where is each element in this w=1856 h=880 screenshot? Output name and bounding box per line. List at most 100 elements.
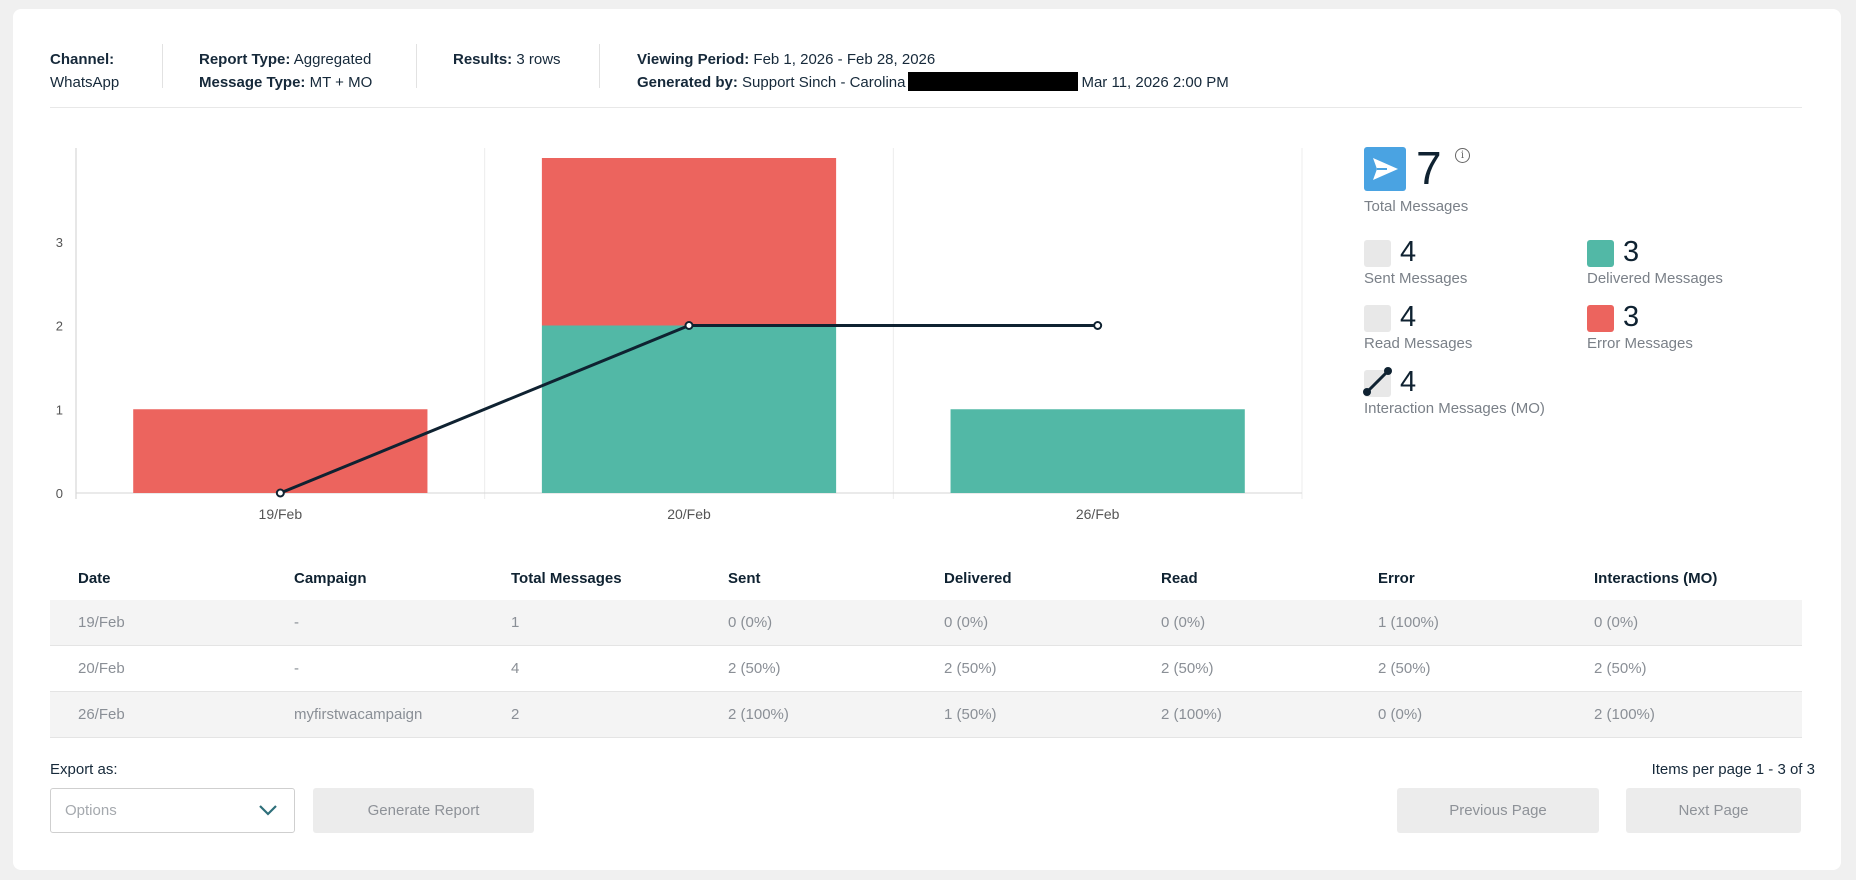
table-cell: 26/Feb (78, 706, 125, 723)
column-header: Read (1161, 570, 1198, 587)
table-cell: 2 (50%) (1161, 660, 1214, 677)
table-cell: 20/Feb (78, 660, 125, 677)
column-header: Date (78, 570, 111, 587)
table-cell: myfirstwacampaign (294, 706, 423, 723)
error-label: Error Messages (1587, 335, 1693, 352)
delivered-label: Delivered Messages (1587, 270, 1723, 287)
generated-by-label: Generated by: (637, 74, 738, 91)
channel-label: Channel: (50, 51, 115, 68)
table-cell: 2 (511, 706, 520, 723)
error-stat: 3 Error Messages (1587, 297, 1817, 353)
column-header: Total Messages (511, 570, 622, 587)
interaction-stat: 4 Interaction Messages (MO) (1363, 362, 1594, 418)
total-messages-value: 7 (1416, 142, 1442, 194)
sent-swatch (1364, 240, 1391, 267)
delivered-value: 3 (1623, 236, 1640, 268)
viewing-period-label: Viewing Period: (637, 51, 750, 68)
y-tick-label: 0 (56, 486, 63, 501)
table-cell: 0 (0%) (1594, 614, 1639, 631)
delivered-stat: 3 Delivered Messages (1587, 232, 1817, 288)
header-divider (599, 44, 600, 88)
table-cell: 2 (50%) (1378, 660, 1431, 677)
results-info: Results: 3 rows (453, 48, 561, 71)
bar-segment (541, 158, 837, 326)
table-cell: 1 (511, 614, 520, 631)
read-stat: 4 Read Messages (1364, 297, 1594, 353)
column-header: Interactions (MO) (1594, 570, 1718, 587)
report-header: Channel: WhatsApp Report Type: Aggregate… (50, 38, 1802, 108)
read-swatch (1364, 305, 1391, 332)
table-row: 26/Feb myfirstwacampaign 2 2 (100%) 1 (5… (50, 692, 1802, 738)
y-tick-label: 2 (56, 319, 63, 334)
bar-segment (133, 409, 428, 493)
table-cell: 1 (50%) (944, 706, 997, 723)
read-label: Read Messages (1364, 335, 1473, 352)
viewing-period-value: Feb 1, 2026 - Feb 28, 2026 (753, 51, 936, 68)
table-cell: 0 (0%) (728, 614, 773, 631)
stats-panel: 7 i Total Messages 4 Sent Messages 3 Del… (1363, 140, 1824, 440)
results-value: 3 rows (516, 51, 561, 68)
line-point (275, 488, 285, 498)
channel-value: WhatsApp (50, 74, 120, 91)
sent-stat: 4 Sent Messages (1364, 232, 1594, 288)
next-page-button[interactable]: Next Page (1626, 788, 1801, 833)
column-header: Delivered (944, 570, 1012, 587)
info-icon[interactable]: i (1455, 148, 1470, 163)
channel-info: Channel: WhatsApp (50, 48, 119, 94)
table-cell: 0 (0%) (1161, 614, 1206, 631)
line-point (684, 321, 694, 330)
report-type-info: Report Type: Aggregated Message Type: MT… (199, 48, 372, 94)
table-cell: 2 (50%) (728, 660, 781, 677)
table-cell: 2 (100%) (728, 706, 789, 723)
x-tick-label: 26/Feb (1076, 506, 1120, 522)
delivered-swatch (1587, 240, 1614, 267)
sent-label: Sent Messages (1364, 270, 1468, 287)
table-cell: 2 (50%) (944, 660, 997, 677)
table-cell: 4 (511, 660, 520, 677)
report-table: Date Campaign Total Messages Sent Delive… (50, 555, 1802, 738)
messages-chart: 0 1 2 3 19/Feb 20/Feb 26/Feb (40, 140, 1320, 540)
y-tick-label: 1 (56, 402, 63, 417)
generated-at: Mar 11, 2026 2:00 PM (1081, 74, 1229, 91)
table-cell: 2 (100%) (1594, 706, 1655, 723)
error-value: 3 (1623, 301, 1640, 333)
table-cell: 1 (100%) (1378, 614, 1439, 631)
generate-report-button[interactable]: Generate Report (313, 788, 534, 833)
report-type-value: Aggregated (293, 51, 372, 68)
x-tick-label: 19/Feb (259, 506, 303, 522)
table-row: 20/Feb - 4 2 (50%) 2 (50%) 2 (50%) 2 (50… (50, 646, 1802, 692)
export-label: Export as: (50, 761, 118, 778)
sent-value: 4 (1400, 236, 1417, 268)
table-cell: 0 (0%) (944, 614, 989, 631)
bar-segment (950, 409, 1245, 493)
table-header-row: Date Campaign Total Messages Sent Delive… (50, 555, 1802, 600)
interaction-label: Interaction Messages (MO) (1364, 400, 1545, 417)
pagination-info: Items per page 1 - 3 of 3 (1651, 761, 1815, 778)
line-legend-icon (1363, 367, 1392, 397)
column-header: Campaign (294, 570, 367, 587)
column-header: Error (1378, 570, 1415, 587)
y-tick-label: 3 (56, 235, 63, 250)
table-cell: 2 (100%) (1161, 706, 1222, 723)
redaction-block (908, 72, 1079, 91)
message-type-value: MT + MO (309, 74, 373, 91)
header-divider (416, 44, 417, 88)
total-messages-label: Total Messages (1364, 198, 1469, 215)
table-cell: 0 (0%) (1378, 706, 1423, 723)
send-icon (1364, 147, 1406, 191)
line-point (1093, 321, 1103, 330)
read-value: 4 (1400, 301, 1417, 333)
period-info: Viewing Period: Feb 1, 2026 - Feb 28, 20… (637, 48, 1229, 94)
interaction-value: 4 (1400, 366, 1417, 398)
options-placeholder: Options (65, 802, 117, 819)
table-cell: 2 (50%) (1594, 660, 1647, 677)
export-options-select[interactable]: Options (50, 788, 295, 833)
column-header: Sent (728, 570, 761, 587)
bar-segment (541, 325, 837, 493)
previous-page-button[interactable]: Previous Page (1397, 788, 1599, 833)
table-cell: 19/Feb (78, 614, 125, 631)
chart-svg: 0 1 2 3 19/Feb 20/Feb 26/Feb (56, 148, 1303, 522)
generated-by-value: Support Sinch - Carolina (742, 74, 906, 91)
table-row: 19/Feb - 1 0 (0%) 0 (0%) 0 (0%) 1 (100%)… (50, 600, 1802, 646)
table-cell: - (294, 660, 299, 677)
